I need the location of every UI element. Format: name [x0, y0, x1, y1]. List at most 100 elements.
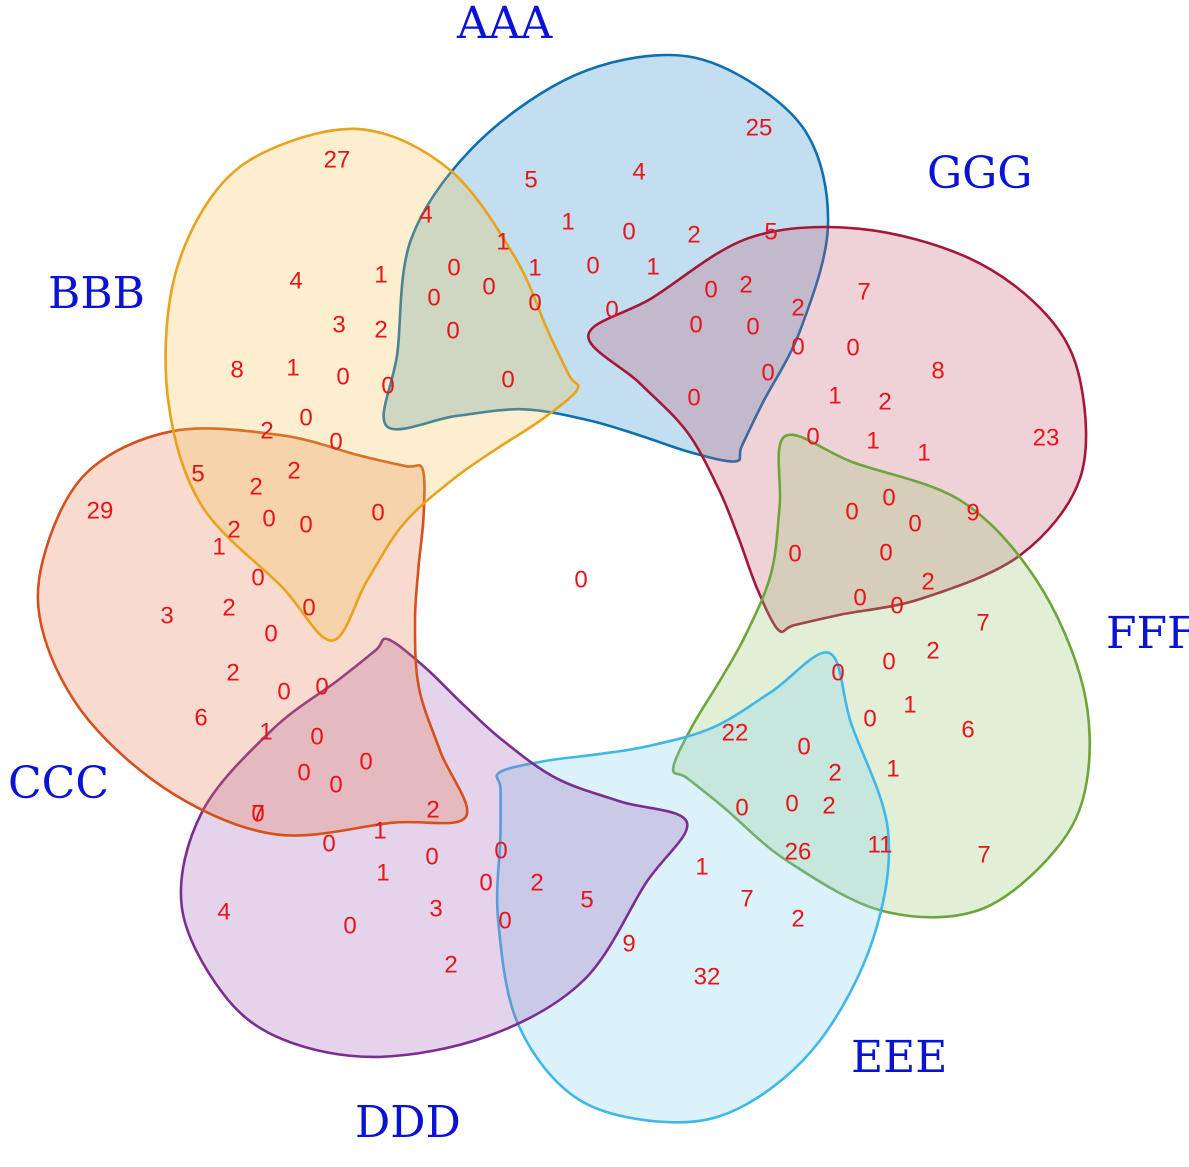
region-count: 0	[336, 364, 349, 391]
region-count: 9	[966, 500, 979, 527]
region-count: 0	[501, 367, 514, 394]
region-count: 0	[479, 870, 492, 897]
region-count: 0	[806, 424, 819, 451]
region-count: 0	[605, 297, 618, 324]
region-count: 0	[427, 285, 440, 312]
region-count: 5	[524, 167, 537, 194]
region-count: 0	[687, 385, 700, 412]
region-count: 1	[886, 756, 899, 783]
region-count: 0	[343, 913, 356, 940]
region-count: 0	[262, 506, 275, 533]
region-count: 25	[746, 115, 773, 142]
region-count: 1	[561, 209, 574, 236]
region-count: 0	[446, 318, 459, 345]
region-count: 0	[494, 838, 507, 865]
set-shape-fff	[671, 433, 1092, 919]
set-label-fff: FFF	[1106, 608, 1189, 659]
region-count: 0	[574, 567, 587, 594]
region-count: 4	[419, 202, 432, 229]
set-shapes	[36, 53, 1092, 1124]
set-shape-aaa	[382, 53, 830, 463]
set-label-ddd: DDD	[355, 1097, 461, 1148]
region-count: 0	[689, 312, 702, 339]
region-count: 1	[528, 255, 541, 282]
region-count: 3	[429, 896, 442, 923]
region-count: 32	[694, 964, 721, 991]
set-label-ggg: GGG	[927, 148, 1032, 199]
region-count: 0	[371, 500, 384, 527]
region-count: 0	[322, 831, 335, 858]
region-count: 9	[622, 931, 635, 958]
region-count: 0	[791, 334, 804, 361]
region-count: 0	[785, 791, 798, 818]
region-count: 8	[230, 357, 243, 384]
region-count: 0	[498, 908, 511, 935]
region-count: 0	[761, 360, 774, 387]
region-count: 0	[251, 801, 264, 828]
region-count: 4	[289, 268, 302, 295]
region-count: 5	[191, 461, 204, 488]
region-count: 0	[882, 649, 895, 676]
region-count: 1	[373, 818, 386, 845]
region-count: 0	[329, 772, 342, 799]
region-count: 3	[332, 312, 345, 339]
region-count: 4	[217, 899, 230, 926]
region-count: 0	[315, 674, 328, 701]
region-count: 2	[226, 660, 239, 687]
region-count: 0	[329, 429, 342, 456]
region-count: 2	[260, 418, 273, 445]
region-count: 0	[277, 679, 290, 706]
region-count: 0	[890, 593, 903, 620]
region-count: 0	[735, 795, 748, 822]
region-count: 0	[831, 660, 844, 687]
region-count: 0	[846, 335, 859, 362]
region-count: 7	[976, 610, 989, 637]
region-count: 5	[580, 887, 593, 914]
set-labels: AAA GGG BBB FFF CCC EEE DDD	[8, 0, 1189, 1148]
region-count: 2	[287, 458, 300, 485]
region-count: 0	[908, 511, 921, 538]
region-count: 0	[882, 485, 895, 512]
region-count: 0	[251, 565, 264, 592]
region-count: 22	[722, 720, 749, 747]
region-count: 6	[194, 705, 207, 732]
region-count: 29	[87, 498, 114, 525]
region-count: 0	[879, 540, 892, 567]
region-count: 0	[788, 541, 801, 568]
region-count: 2	[791, 295, 804, 322]
set-label-ccc: CCC	[8, 758, 109, 809]
region-count: 0	[853, 585, 866, 612]
region-count: 11	[868, 832, 893, 859]
region-count: 0	[359, 749, 372, 776]
region-count: 2	[828, 760, 841, 787]
set-shape-bbb	[164, 127, 580, 642]
region-count: 1	[259, 719, 272, 746]
region-count: 1	[286, 355, 299, 382]
region-count: 8	[931, 358, 944, 385]
region-count: 0	[302, 595, 315, 622]
region-count: 27	[324, 147, 351, 174]
region-count: 2	[878, 389, 891, 416]
set-shape-ddd	[179, 637, 689, 1059]
region-count: 2	[530, 870, 543, 897]
region-count: 3	[160, 603, 173, 630]
set-label-aaa: AAA	[456, 0, 554, 49]
region-count: 0	[704, 277, 717, 304]
region-count: 7	[977, 842, 990, 869]
region-count: 5	[764, 219, 777, 246]
region-count: 0	[299, 512, 312, 539]
region-count: 1	[903, 692, 916, 719]
region-count: 0	[622, 219, 635, 246]
region-count: 7	[740, 886, 753, 913]
region-count: 0	[447, 255, 460, 282]
region-count: 2	[374, 317, 387, 344]
set-label-eee: EEE	[851, 1032, 947, 1083]
set-label-bbb: BBB	[48, 268, 145, 319]
region-count: 2	[822, 793, 835, 820]
region-count: 4	[632, 159, 645, 186]
region-count: 0	[746, 314, 759, 341]
region-count: 1	[376, 860, 389, 887]
region-count: 1	[374, 262, 387, 289]
